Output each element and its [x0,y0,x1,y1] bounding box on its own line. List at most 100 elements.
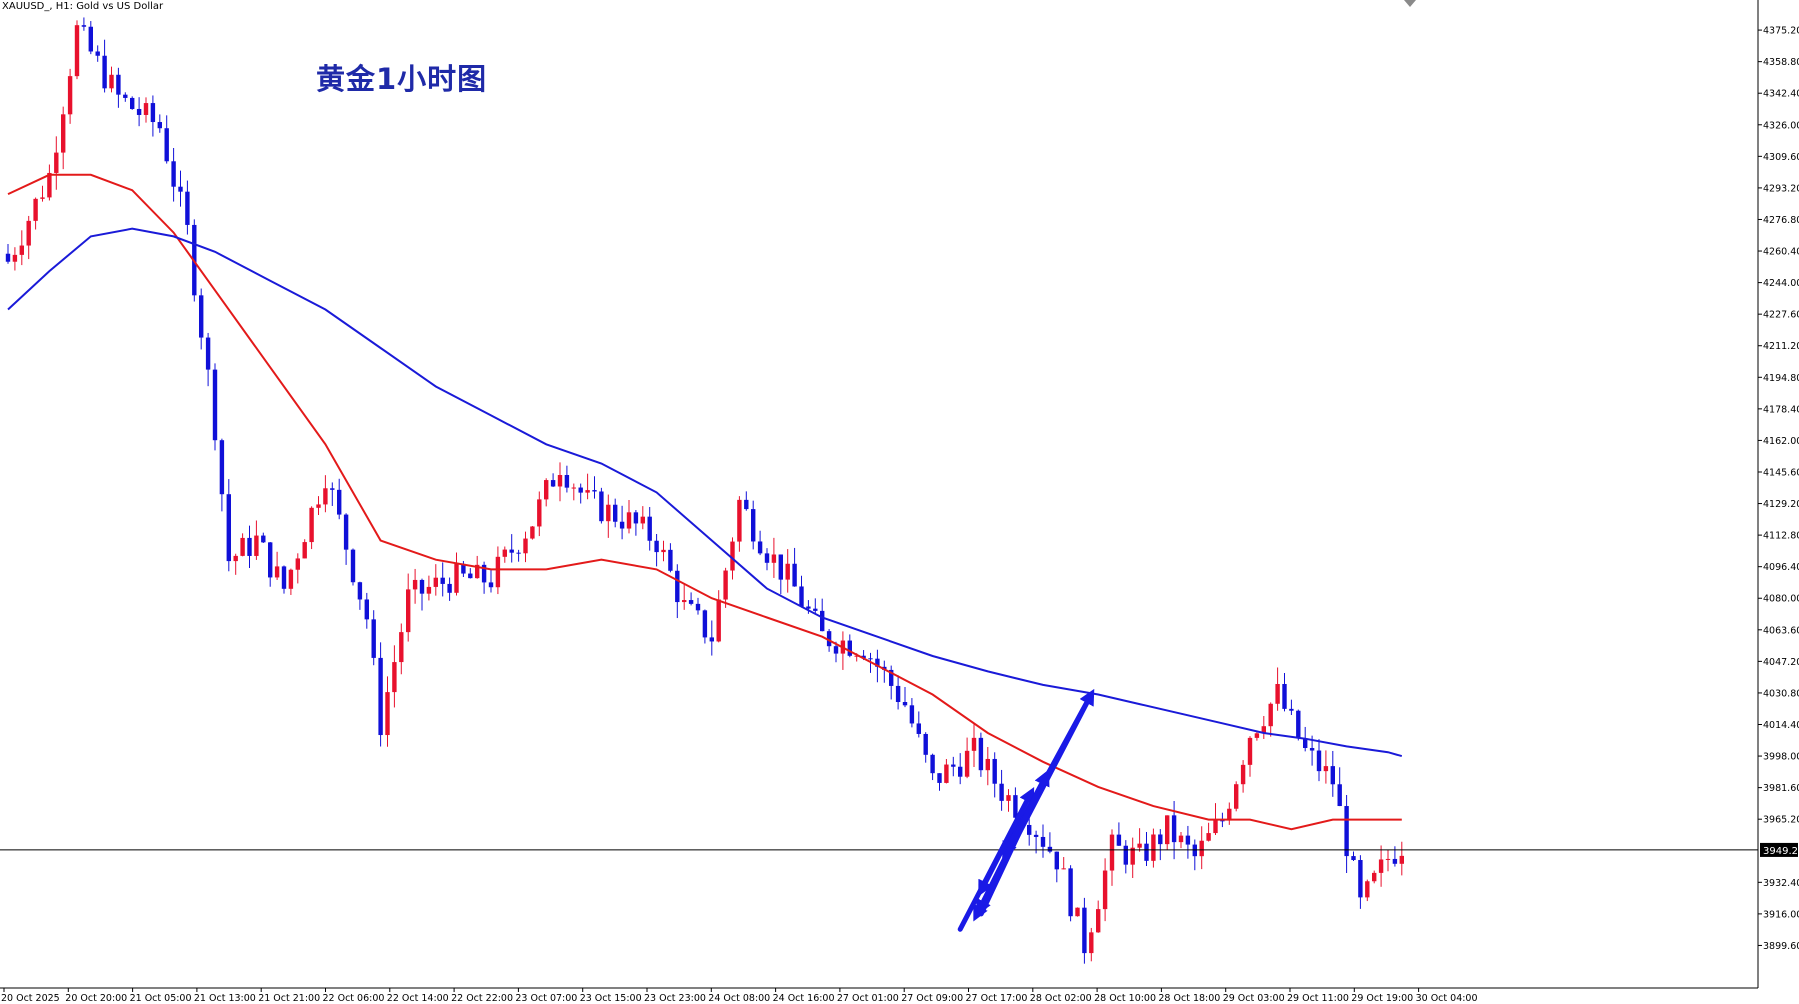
y-tick-label: 4030.80 [1763,688,1799,699]
candle-bull [1206,833,1211,841]
candle-bear [999,783,1004,801]
candle-bear [468,573,473,579]
candle-bear [1351,856,1356,861]
candle-bear [1116,834,1122,846]
ma-slow-line [7,227,1403,758]
candle-bull [640,516,645,524]
candle-bear [923,733,928,755]
candle-bear [647,516,652,541]
candle-bull [495,556,501,588]
candle-bear [5,253,11,262]
candle-bull [67,76,73,115]
candle-bull [1061,868,1066,870]
candle-bull [1096,909,1101,933]
candle-bear [668,549,673,571]
candle-bull [544,480,549,500]
y-tick-label: 4047.20 [1763,657,1799,668]
symbol-description: Gold vs US Dollar [76,1,164,12]
candle-bear [633,512,639,524]
candle-bull [1165,815,1170,845]
candle-bear [130,97,135,109]
y-tick-label: 4276.80 [1763,215,1799,226]
candle-bear [613,504,618,522]
candle-bull [716,599,721,642]
candle-bear [820,610,825,632]
candle-bear [1309,747,1315,751]
moving-averages-layer [7,173,1403,831]
candle-bear [164,128,169,162]
y-tick-label: 4375.20 [1763,26,1799,37]
candle-bull [40,197,45,199]
candle-bear [1033,834,1039,837]
candle-bear [1144,843,1149,861]
candle-bear [102,55,107,89]
scroll-marker-icon[interactable] [1404,0,1416,7]
candle-bear [1358,860,1363,898]
candle-bear [978,737,984,771]
candle-bull [316,504,321,508]
y-tick-label: 4178.40 [1763,404,1799,415]
candle-bull [399,632,404,663]
candle-bull [1365,881,1370,898]
candle-bear [564,474,570,488]
candle-bull [661,549,666,553]
candle-bear [619,521,625,529]
candle-bear [1330,766,1335,785]
candle-bear [778,554,783,580]
candle-bear [81,25,87,27]
current-price-label: 3949.23 [1763,846,1799,857]
candle-bear [916,723,921,734]
symbol-label: XAUUSD_, H1: [2,1,73,12]
candle-bull [1234,784,1239,809]
candle-bear [116,74,121,95]
candle-bull [530,526,535,539]
candle-bear [123,94,128,98]
candle-bull [109,74,114,89]
candle-bull [233,555,238,562]
candle-bull [426,586,432,594]
y-tick-label: 4326.00 [1763,120,1799,131]
candle-bull [302,542,307,559]
candle-bull [626,512,632,529]
y-tick-label: 4112.80 [1763,531,1799,542]
x-tick-label: 27 Oct 01:00 [837,993,899,1004]
candle-bull [1247,737,1253,765]
candle-bull [33,198,38,221]
candle-bear [1040,836,1046,847]
candle-bear [1337,784,1342,807]
candle-bull [475,564,480,579]
candle-bull [385,692,390,736]
candle-bear [992,758,997,784]
candle-bull [323,488,328,505]
candle-bull [1109,834,1115,871]
x-tick-label: 29 Oct 19:00 [1351,993,1413,1004]
candle-bull [571,487,576,489]
candle-bull [502,549,507,557]
candle-bull [26,220,31,246]
candle-bear [150,103,156,123]
candle-bear [461,563,466,574]
x-tick-label: 23 Oct 23:00 [644,993,706,1004]
candle-bear [1082,907,1087,954]
candle-bull [240,537,245,556]
candle-bear [695,603,701,611]
candle-bull [454,563,459,593]
candle-bull [274,566,280,578]
candle-bear [592,490,597,492]
candle-bull [964,750,970,777]
x-tick-label: 22 Oct 06:00 [323,993,385,1004]
candle-bear [1158,834,1163,845]
arrow-down-icon [978,790,1034,897]
candle-bear [861,655,866,659]
y-tick-label: 4145.60 [1763,467,1799,478]
candle-bear [419,579,425,594]
candle-bear [1220,820,1225,822]
candle-bear [895,685,901,703]
y-tick-label: 4096.40 [1763,562,1799,573]
candle-bear [330,488,335,490]
candle-bull [1075,907,1080,917]
candle-bear [1123,845,1128,865]
candle-bull [723,570,728,600]
candle-bear [757,541,763,554]
